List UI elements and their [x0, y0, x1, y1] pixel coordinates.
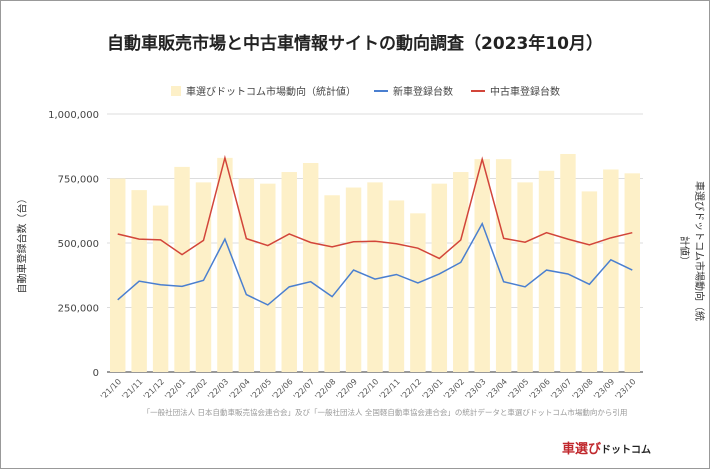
bar	[260, 183, 276, 372]
bar	[474, 159, 490, 372]
x-tick-label: '22/03	[206, 377, 230, 401]
y-tick-label: 750,000	[58, 175, 99, 186]
bar	[388, 200, 405, 372]
legend-label: 新車登録台数	[393, 87, 453, 98]
bar	[281, 172, 297, 372]
x-tick-label: '23/05	[506, 377, 530, 401]
logo-sub: ドットコム	[601, 445, 651, 456]
bar	[581, 191, 598, 372]
bar	[603, 169, 619, 372]
bar	[152, 205, 169, 372]
x-tick-label: '23/09	[592, 377, 616, 401]
x-tick-label: '23/04	[485, 377, 509, 401]
legend-item-used: 中古車登録台数	[471, 83, 560, 98]
x-tick-label: '22/01	[163, 377, 187, 401]
bar	[624, 173, 640, 372]
y-tick-label: 500,000	[58, 239, 99, 250]
x-tick-label: '22/04	[228, 377, 252, 401]
bar	[345, 187, 362, 372]
bar	[110, 178, 126, 372]
x-tick-label: '21/10	[99, 377, 123, 401]
bar	[410, 213, 426, 372]
bar	[302, 163, 319, 372]
legend-item-market: 車選びドットコム市場動向（統計値）	[171, 83, 356, 98]
legend-swatch	[471, 89, 485, 92]
bar	[238, 178, 255, 372]
x-tick-label: '21/11	[120, 377, 144, 401]
bar	[453, 172, 469, 372]
bar	[517, 182, 533, 372]
y-tick-label: 1,000,000	[48, 110, 99, 121]
bar	[324, 195, 340, 372]
source-note: 「一般社団法人 日本自動車販売協会連合会」及び「一般社団法人 全国軽自動車協会連…	[142, 408, 628, 417]
chart-title: 自動車販売市場と中古車情報サイトの動向調査（2023年10月）	[107, 34, 603, 54]
x-tick-label: '22/12	[399, 377, 423, 401]
x-tick-label: '22/09	[335, 377, 359, 401]
bar	[195, 182, 212, 372]
legend-item-new: 新車登録台数	[374, 83, 453, 98]
legend-swatch	[171, 85, 181, 96]
logo-main: 車選び	[561, 442, 601, 457]
bar	[560, 153, 576, 372]
y-axis-label: 自動車登録台数（台）	[17, 193, 29, 294]
brand-logo: 車選びドットコム	[562, 438, 651, 457]
legend-swatch	[374, 89, 388, 92]
x-tick-label: '21/12	[142, 377, 166, 401]
x-tick-label: '23/06	[528, 377, 552, 401]
x-tick-label: '23/01	[421, 377, 445, 401]
bar	[174, 166, 190, 372]
bar	[367, 182, 383, 372]
legend: 車選びドットコム市場動向（統計値） 新車登録台数 中古車登録台数	[171, 83, 560, 98]
x-tick-label: '22/08	[313, 377, 337, 401]
x-tick-label: '22/10	[356, 377, 380, 401]
x-tick-label: '22/06	[270, 377, 294, 401]
y-tick-label: 0	[93, 368, 99, 379]
bar	[538, 170, 555, 372]
x-tick-label: '22/07	[292, 377, 316, 401]
x-tick-label: '23/10	[613, 377, 637, 401]
legend-label: 車選びドットコム市場動向（統計値）	[186, 87, 356, 98]
x-tick-label: '22/02	[185, 377, 209, 401]
bar	[431, 183, 448, 372]
bar	[495, 159, 512, 372]
y-tick-label: 250,000	[58, 304, 99, 315]
x-tick-label: '23/07	[549, 377, 573, 401]
x-tick-label: '22/11	[378, 377, 402, 401]
bar	[217, 157, 233, 372]
y2-axis-label: 車選びドットコム市場動向（統計値）	[678, 181, 704, 321]
x-tick-label: '23/03	[463, 377, 487, 401]
legend-label: 中古車登録台数	[490, 87, 560, 98]
x-tick-label: '23/08	[571, 377, 595, 401]
x-tick-label: '23/02	[442, 377, 466, 401]
x-tick-label: '22/05	[249, 377, 273, 401]
